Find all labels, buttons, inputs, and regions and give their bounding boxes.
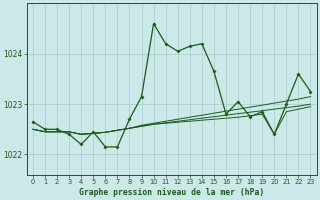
X-axis label: Graphe pression niveau de la mer (hPa): Graphe pression niveau de la mer (hPa)	[79, 188, 264, 197]
